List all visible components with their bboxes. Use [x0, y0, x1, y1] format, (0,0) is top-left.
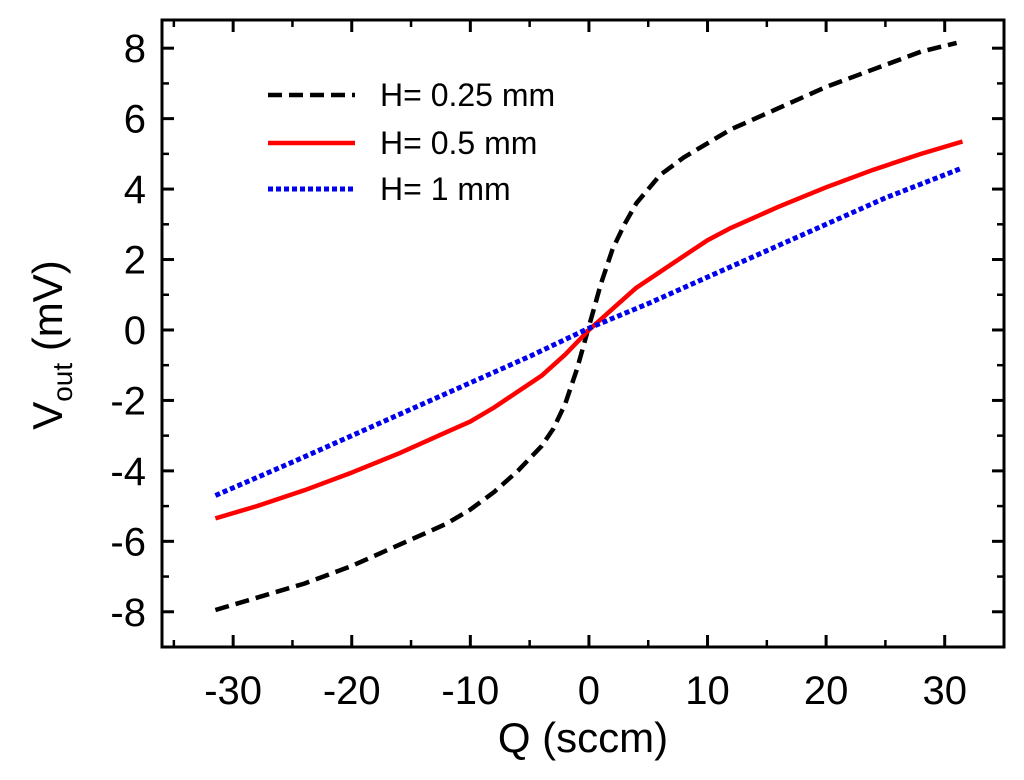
y-tick-label: -2 — [110, 379, 146, 423]
y-tick-label: -6 — [110, 520, 146, 564]
x-tick-label: -10 — [441, 669, 499, 713]
tick-marks — [162, 20, 1006, 649]
y-tick-label: 6 — [124, 98, 146, 142]
series-lines — [214, 40, 964, 613]
y-tick-label: 4 — [124, 168, 146, 212]
legend-label-0: H= 0.25 mm — [380, 77, 555, 113]
legend: H= 0.25 mm H= 0.5 mm H= 1 mm — [268, 77, 555, 207]
y-axis-title: Vout (mV) — [24, 260, 78, 430]
series-line-2 — [214, 165, 964, 498]
y-axis-title-subscript: out — [47, 363, 78, 402]
series-line-0 — [214, 40, 958, 613]
x-tick-label: 20 — [804, 669, 849, 713]
y-tick-label: 0 — [124, 309, 146, 353]
y-tick-label: -4 — [110, 450, 146, 494]
y-tick-label: 2 — [124, 239, 146, 283]
legend-label-1: H= 0.5 mm — [380, 125, 537, 161]
x-tick-label: 30 — [922, 669, 967, 713]
x-axis-title: Q (sccm) — [498, 714, 668, 761]
x-tick-label: 0 — [578, 669, 600, 713]
plot-frame — [160, 18, 1006, 649]
legend-label-2: H= 1 mm — [380, 171, 511, 207]
y-tick-label: -8 — [110, 591, 146, 635]
y-tick-label: 8 — [124, 27, 146, 71]
y-axis-title-unit: (mV) — [24, 260, 71, 363]
y-axis-title-main: V — [24, 402, 71, 430]
x-tick-label: -20 — [323, 669, 381, 713]
x-tick-label: 10 — [685, 669, 730, 713]
x-tick-label: -30 — [204, 669, 262, 713]
